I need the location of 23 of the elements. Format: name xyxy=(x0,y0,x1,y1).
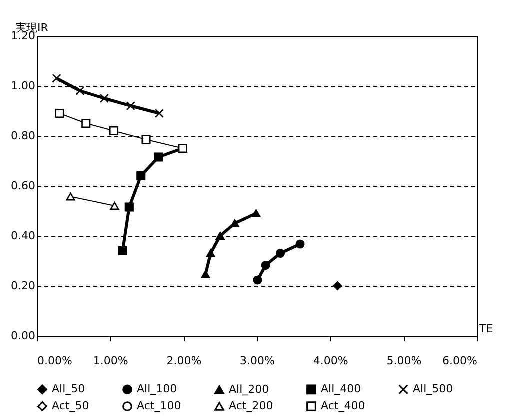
legend-label: Act_100 xyxy=(137,400,182,412)
x-tick-label: 1.00% xyxy=(93,354,128,368)
x-tick-label: 5.00% xyxy=(386,354,422,368)
x-axis-title: TE xyxy=(478,322,494,336)
legend-label: All_200 xyxy=(229,382,270,396)
y-tick-label: 0.60 xyxy=(11,180,36,192)
x-tick-label: 2.00% xyxy=(166,354,202,368)
y-tick-label: 1.00 xyxy=(11,80,36,92)
legend-label: All_100 xyxy=(137,382,178,396)
y-tick-label: 0.80 xyxy=(11,130,36,142)
legend-label: Act_50 xyxy=(52,400,90,412)
legend-label: Act_200 xyxy=(229,400,274,412)
legend-label: All_400 xyxy=(321,382,362,396)
x-tick-label: 4.00% xyxy=(313,354,348,368)
y-tick-label: 0.40 xyxy=(11,230,36,242)
legend-label: All_50 xyxy=(52,382,86,396)
y-tick-label: 0.20 xyxy=(11,280,36,292)
x-tick-label: 6.00% xyxy=(442,354,478,368)
y-tick-label: 0.00 xyxy=(11,330,36,342)
legend-label: All_500 xyxy=(413,382,454,396)
legend-label: Act_400 xyxy=(321,400,366,412)
x-tick-label: 0.00% xyxy=(38,354,72,368)
x-tick-label: 3.00% xyxy=(240,354,275,368)
